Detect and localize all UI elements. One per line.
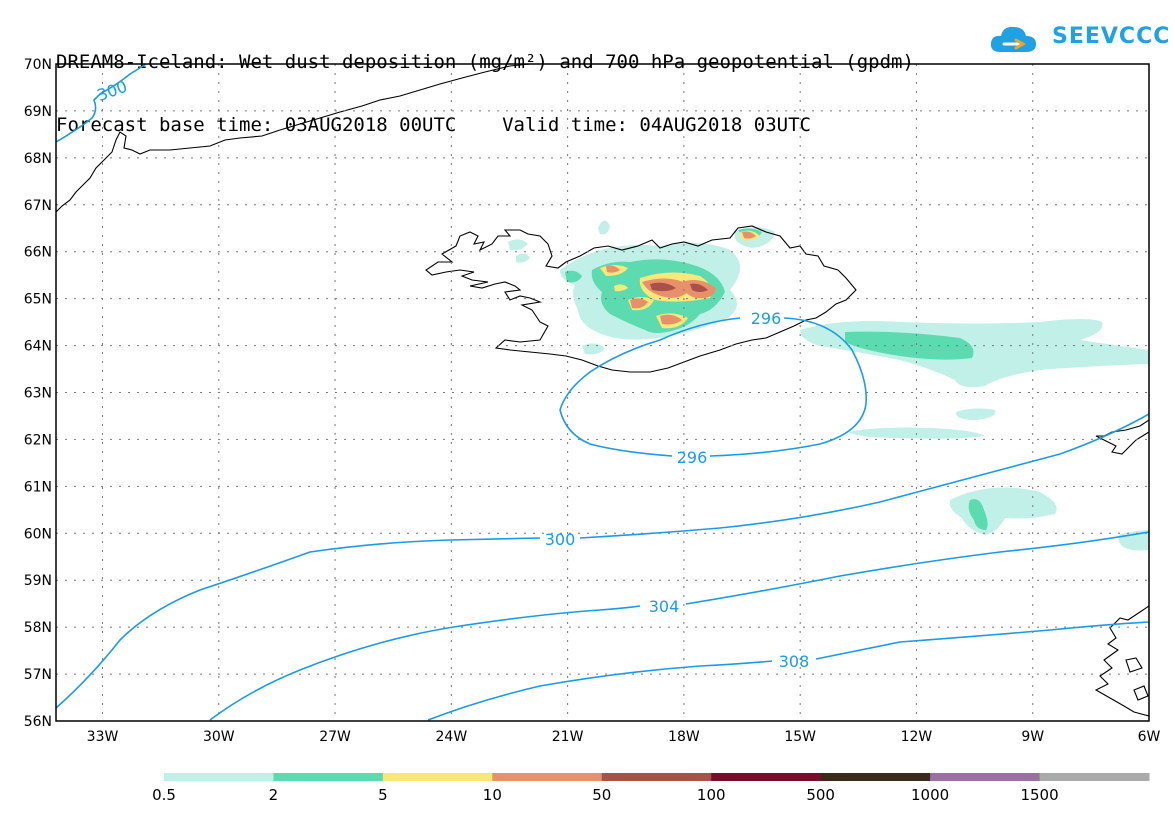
legend-label-8: 1500 [1020,786,1059,804]
geopotential-contours [56,64,1149,721]
lat-tick-66N: 66N [24,245,52,261]
contour-label-300: 300 [545,530,576,549]
legend-label-6: 500 [806,786,835,804]
legend-swatch-6 [820,773,931,781]
legend-label-1: 2 [268,786,279,804]
legend-label-2: 5 [378,786,388,804]
legend-label-4: 50 [592,786,612,804]
lon-tick-24W: 24W [436,729,468,745]
contour-label-296-north: 296 [751,309,782,328]
lon-tick-30W: 30W [203,729,235,745]
longitude-labels: 33W 30W 27W 24W 21W 18W 15W 12W 9W 6W [87,729,1161,745]
lat-tick-56N: 56N [24,714,52,730]
lat-tick-65N: 65N [24,292,52,308]
logo-text: SEEVCCC [1052,24,1171,49]
legend-label-0: 0.5 [152,786,176,804]
contour-label-296-south: 296 [677,448,708,467]
contour-labels: 300 296 296 300 304 308 [95,77,810,671]
lat-tick-68N: 68N [24,151,52,167]
legend-swatch-0 [164,773,274,781]
lon-tick-12W: 12W [901,729,933,745]
legend-swatch-1 [273,773,384,781]
lon-tick-18W: 18W [668,729,700,745]
contour-label-304: 304 [649,597,680,616]
coastlines [56,64,1149,717]
contour-label-308: 308 [779,652,810,671]
legend-label-5: 100 [696,786,726,804]
lon-tick-33W: 33W [87,729,119,745]
lon-tick-6W: 6W [1138,729,1161,745]
legend-swatch-5 [711,773,822,781]
lat-tick-67N: 67N [24,198,52,214]
lat-tick-69N: 69N [24,104,52,120]
cloud-icon [990,26,1036,52]
lon-tick-21W: 21W [552,729,584,745]
lat-tick-60N: 60N [24,526,52,542]
map-frame [55,63,1150,722]
contour-label-300-nw: 300 [95,77,130,105]
legend-label-3: 10 [482,786,502,804]
seevccc-logo [990,26,1036,52]
lat-tick-57N: 57N [24,667,52,683]
legend-swatch-7 [930,773,1041,781]
title-line-2: Forecast base time: 03AUG2018 00UTC Vali… [56,114,811,136]
lat-tick-64N: 64N [24,339,52,355]
legend-label-7: 1000 [911,786,950,804]
lon-tick-9W: 9W [1021,729,1044,745]
gridlines [56,64,1149,721]
lat-tick-62N: 62N [24,432,52,448]
lat-tick-70N: 70N [24,57,52,73]
lat-tick-58N: 58N [24,620,52,636]
lon-tick-27W: 27W [319,729,351,745]
legend-swatch-3 [492,773,603,781]
lon-tick-15W: 15W [784,729,816,745]
lat-tick-59N: 59N [24,573,52,589]
title-line-1: DREAM8-Iceland: Wet dust deposition (mg/… [56,51,914,73]
dust-deposition-field [508,220,1149,551]
latitude-labels: 56N 57N 58N 59N 60N 61N 62N 63N 64N 65N 66N 67N 68N 6… [24,57,52,730]
legend-swatch-4 [601,773,712,781]
legend-swatch-2 [382,773,493,781]
legend-swatch-8 [1039,773,1150,781]
lat-tick-63N: 63N [24,386,52,402]
map-title: DREAM8-Iceland: Wet dust deposition (mg/… [56,10,914,157]
legend-colorbar [164,773,1150,781]
lat-tick-61N: 61N [24,479,52,495]
